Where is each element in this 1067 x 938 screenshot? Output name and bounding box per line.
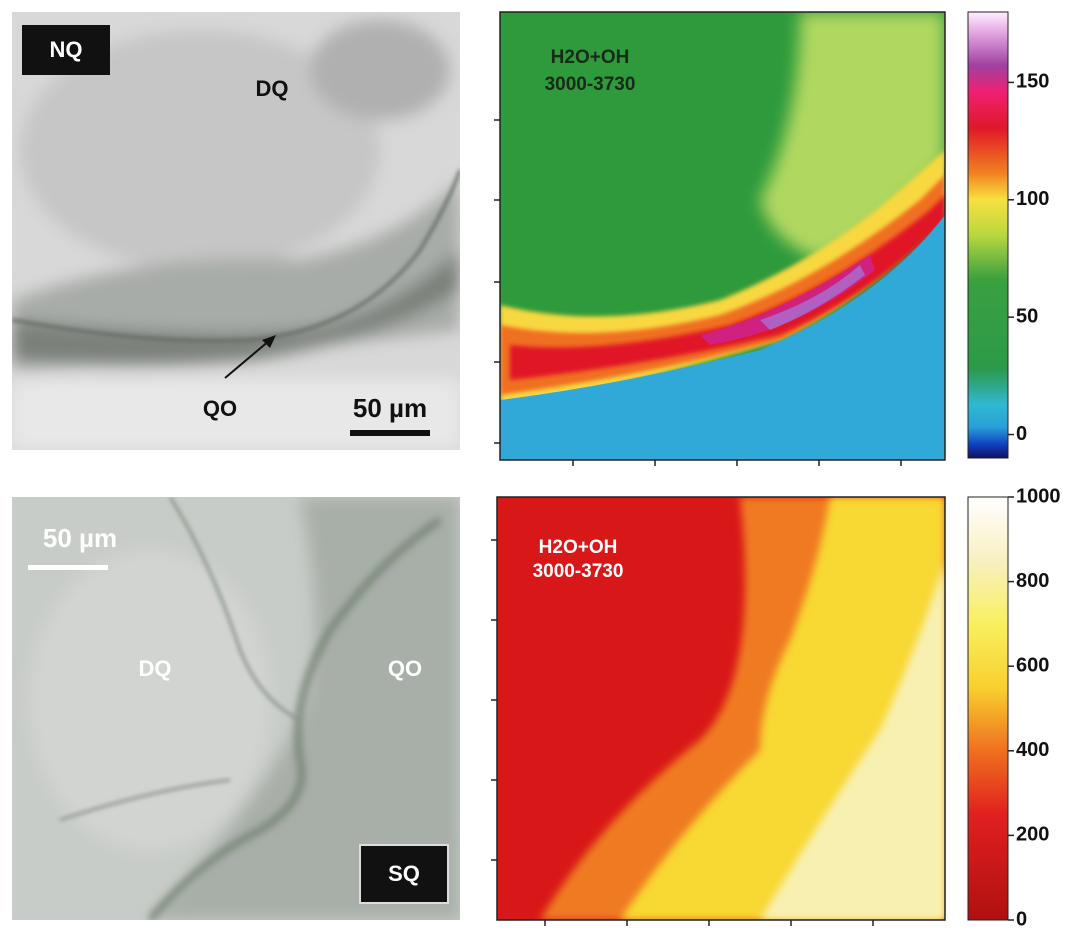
colorbar-tick-label: 1000: [1016, 485, 1061, 507]
region-label: QO: [388, 656, 422, 681]
colorbar-tick-label: 200: [1016, 824, 1049, 846]
scale-bar-label: 50 µm: [353, 393, 427, 423]
colorbar-tick-label: 0: [1016, 908, 1027, 930]
colorbar-tick-label: 400: [1016, 739, 1049, 761]
colorbar-tick-label: 100: [1016, 188, 1049, 210]
colorbar-tick-label: 0: [1016, 423, 1027, 445]
region-label: QO: [203, 396, 237, 421]
map-2: [497, 497, 945, 920]
colorbar-tick-label: 150: [1016, 71, 1049, 93]
map-annotation: 3000-3730: [533, 561, 624, 582]
colorbar-tick-label: 800: [1016, 570, 1049, 592]
colorbar-tick-label: 600: [1016, 654, 1049, 676]
colorbar: [967, 496, 1009, 921]
map-axis-ticks: [491, 539, 874, 926]
map-annotation: 3000-3730: [545, 74, 636, 95]
colorbar: [967, 11, 1009, 459]
sample-label: NQ: [50, 37, 83, 62]
region-label: DQ: [139, 656, 172, 681]
micrograph-nq: NQ DQ QO 50 µm: [12, 12, 460, 450]
micrograph-sq: 50 µm DQ QO SQ: [12, 497, 460, 920]
sample-label: SQ: [388, 861, 420, 886]
map-annotation: H2O+OH: [551, 47, 630, 68]
map-axis-ticks: [494, 119, 902, 466]
colorbar-tick-label: 50: [1016, 305, 1038, 327]
map-1: [500, 12, 945, 460]
region-label: DQ: [256, 76, 289, 101]
map-annotation: H2O+OH: [539, 537, 618, 558]
scale-bar-label: 50 µm: [43, 523, 117, 553]
